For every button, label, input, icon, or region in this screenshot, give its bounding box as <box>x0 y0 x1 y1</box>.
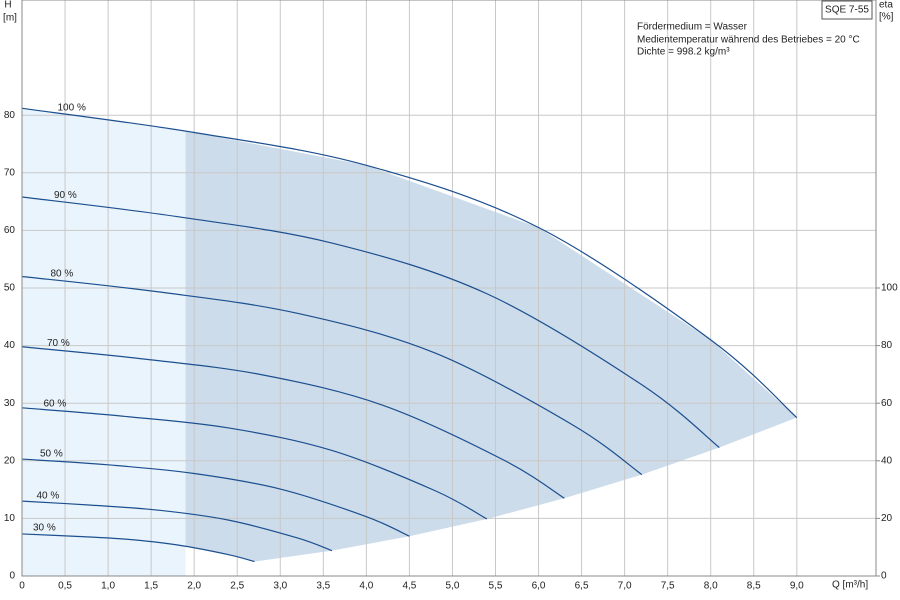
y-tick-label: 60 <box>4 225 16 236</box>
y2-tick-label: 60 <box>881 398 893 409</box>
speed-curve <box>21 107 798 419</box>
y-tick-label: 20 <box>4 455 16 466</box>
y-tick-label: 40 <box>4 340 16 351</box>
x-tick-label: 4,0 <box>359 581 373 592</box>
x-tick-label: 6,5 <box>575 581 589 592</box>
x-tick-label: 2,0 <box>187 581 201 592</box>
x-tick-label: 6,0 <box>532 581 546 592</box>
x-tick-label: 4,5 <box>402 581 416 592</box>
y2-tick-label: 40 <box>881 455 893 466</box>
annotation: Medientemperatur während des Betriebes =… <box>637 35 860 46</box>
x-tick-label: 3,5 <box>316 581 330 592</box>
title-box <box>821 0 873 20</box>
curve-label: 100 % <box>58 103 86 114</box>
annotation: Dichte = 998.2 kg/m³ <box>637 47 730 58</box>
curve-label: 70 % <box>47 338 70 349</box>
y2-tick-label: 20 <box>881 513 893 524</box>
annotation: Fördermedium = Wasser <box>637 22 748 33</box>
y2-tick-label: 80 <box>881 340 893 351</box>
chart-title: SQE 7-55 <box>825 5 869 16</box>
y-tick-label: 50 <box>4 283 16 294</box>
x-tick-label: 1,0 <box>101 581 115 592</box>
x-tick-label: 8,0 <box>704 581 718 592</box>
speed-curve <box>21 196 720 449</box>
operating-fill <box>185 131 797 562</box>
speed-curve <box>21 500 333 552</box>
curve-label: 90 % <box>54 190 77 201</box>
range-fill <box>22 108 186 577</box>
speed-curve <box>21 275 643 476</box>
speed-curve <box>21 407 488 520</box>
x-tick-label: 0,5 <box>58 581 72 592</box>
x-tick-label: 8,5 <box>747 581 761 592</box>
lines <box>21 107 798 563</box>
fills <box>22 108 797 577</box>
y2-tick-label: 0 <box>881 571 887 582</box>
y2-axis-label: eta <box>879 0 893 11</box>
y-tick-label: 10 <box>4 513 16 524</box>
y-tick-label: 30 <box>4 398 16 409</box>
curve-label: 30 % <box>33 523 56 534</box>
y-tick-label: 80 <box>4 110 16 121</box>
y2-tick-label: 100 <box>881 283 898 294</box>
curve-label: 60 % <box>44 398 67 409</box>
x-tick-label: 2,5 <box>230 581 244 592</box>
x-tick-label: 7,0 <box>618 581 632 592</box>
x-tick-label: 5,0 <box>445 581 459 592</box>
speed-curve <box>21 458 410 537</box>
y2-axis-unit: [%] <box>879 12 894 23</box>
x-axis-label: Q [m³/h] <box>832 580 868 591</box>
x-tick-label: 5,5 <box>489 581 503 592</box>
curve-label: 50 % <box>40 449 63 460</box>
curve-label: 40 % <box>37 490 60 501</box>
y-tick-label: 0 <box>9 571 15 582</box>
x-tick-label: 3,0 <box>273 581 287 592</box>
y-axis-label: H <box>4 0 11 11</box>
x-tick-label: 7,5 <box>661 581 675 592</box>
y-axis-unit: [m] <box>3 13 17 24</box>
speed-curve <box>21 533 255 563</box>
x-tick-label: 9,0 <box>790 581 804 592</box>
x-tick-label: 0 <box>19 581 25 592</box>
curve-label: 80 % <box>51 269 74 280</box>
y-tick-label: 70 <box>4 167 16 178</box>
speed-curve <box>21 346 565 499</box>
x-tick-label: 1,5 <box>144 581 158 592</box>
